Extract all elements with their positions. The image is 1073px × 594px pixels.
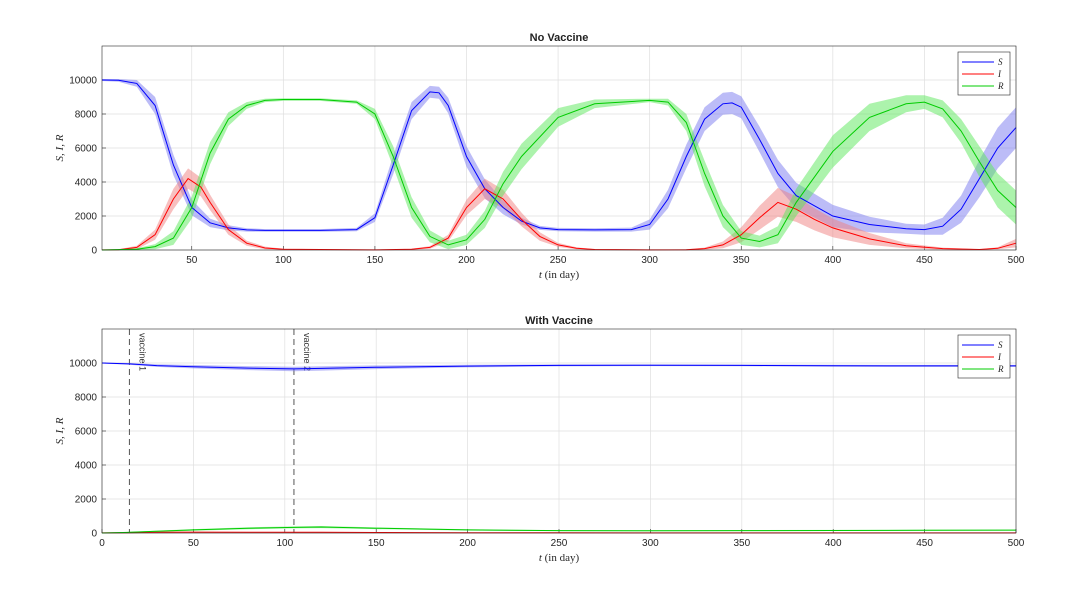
legend-label-s: S xyxy=(998,340,1003,350)
y-tick-label: 10000 xyxy=(69,76,97,87)
y-tick-label: 6000 xyxy=(75,144,98,155)
vaccine-marker-label: vaccine 1 xyxy=(137,333,147,371)
x-tick-label: 450 xyxy=(916,538,933,549)
x-tick-label: 250 xyxy=(550,255,567,266)
legend-label-i: I xyxy=(997,352,1002,362)
x-tick-label: 450 xyxy=(916,255,933,266)
y-tick-label: 2000 xyxy=(75,495,98,506)
y-tick-label: 8000 xyxy=(75,110,98,121)
x-tick-label: 300 xyxy=(642,538,659,549)
x-axis-unit: (in day) xyxy=(545,269,580,281)
chart-title: No Vaccine xyxy=(530,32,589,44)
series-line-r xyxy=(101,526,1017,534)
panel-no-vaccine: 50 100 150 200 250 300 350 400 450 500 0 2000 4000 6… xyxy=(54,32,1025,281)
x-tick-label: 50 xyxy=(188,538,200,549)
annotations: vaccine 1 vaccine 2 xyxy=(128,329,312,533)
y-tick-label: 6000 xyxy=(75,427,98,438)
y-tick-labels: 0 2000 4000 6000 8000 10000 xyxy=(69,76,97,257)
x-tick-label: 0 xyxy=(99,538,105,549)
x-axis-label: t (in day) xyxy=(539,269,580,281)
x-tick-label: 500 xyxy=(1008,255,1025,266)
x-tick-labels: 50 100 150 200 250 300 350 400 450 500 xyxy=(186,255,1025,266)
x-tick-label: 100 xyxy=(276,538,293,549)
y-tick-label: 0 xyxy=(91,246,97,257)
series-line-i xyxy=(101,177,1017,251)
x-tick-label: 350 xyxy=(733,538,750,549)
panel-with-vaccine: vaccine 1 vaccine 2 0 50 100 150 200 250 300 350… xyxy=(54,315,1025,564)
legend: S I R xyxy=(957,51,1011,96)
band-i xyxy=(102,168,1016,250)
y-tick-labels: 0 2000 4000 6000 8000 10000 xyxy=(69,359,97,540)
x-tick-labels: 0 50 100 150 200 250 300 350 400 450 500 xyxy=(99,538,1025,549)
x-tick-label: 500 xyxy=(1008,538,1025,549)
x-tick-label: 200 xyxy=(459,538,476,549)
x-tick-label: 100 xyxy=(275,255,292,266)
x-tick-label: 150 xyxy=(368,538,385,549)
x-tick-label: 150 xyxy=(367,255,384,266)
y-axis-label: S, I, R xyxy=(54,134,66,161)
y-tick-label: 4000 xyxy=(75,178,98,189)
vaccine-marker-label: vaccine 2 xyxy=(302,333,312,371)
x-tick-label: 50 xyxy=(186,255,198,266)
y-tick-label: 8000 xyxy=(75,393,98,404)
y-tick-label: 10000 xyxy=(69,359,97,370)
y-tick-label: 4000 xyxy=(75,461,98,472)
x-tick-label: 400 xyxy=(825,538,842,549)
x-tick-label: 300 xyxy=(641,255,658,266)
axes-box xyxy=(101,45,1017,251)
y-axis-label: S, I, R xyxy=(54,417,66,444)
x-axis-label: t (in day) xyxy=(539,552,580,564)
band-r xyxy=(102,526,1016,533)
x-tick-label: 250 xyxy=(551,538,568,549)
band-r xyxy=(102,95,1016,250)
series-line-r xyxy=(101,99,1017,251)
x-tick-label: 350 xyxy=(733,255,750,266)
confidence-bands xyxy=(102,79,1016,250)
legend-label-s: S xyxy=(998,57,1003,67)
axes-box xyxy=(101,328,1017,534)
chart-title: With Vaccine xyxy=(525,315,593,327)
legend-label-r: R xyxy=(997,364,1004,374)
legend: S I R xyxy=(957,334,1011,379)
legend-label-r: R xyxy=(997,81,1004,91)
legend-label-i: I xyxy=(997,69,1002,79)
series-line-s xyxy=(101,362,1016,370)
x-axis-unit: (in day) xyxy=(545,552,580,564)
band-s xyxy=(102,362,1016,372)
x-axis-variable: t xyxy=(539,552,543,564)
x-axis-variable: t xyxy=(539,269,543,281)
x-tick-label: 200 xyxy=(458,255,475,266)
x-tick-label: 400 xyxy=(824,255,841,266)
series-line-s xyxy=(101,79,1017,231)
series-lines xyxy=(101,79,1017,251)
y-tick-label: 2000 xyxy=(75,212,98,223)
y-tick-label: 0 xyxy=(91,529,97,540)
